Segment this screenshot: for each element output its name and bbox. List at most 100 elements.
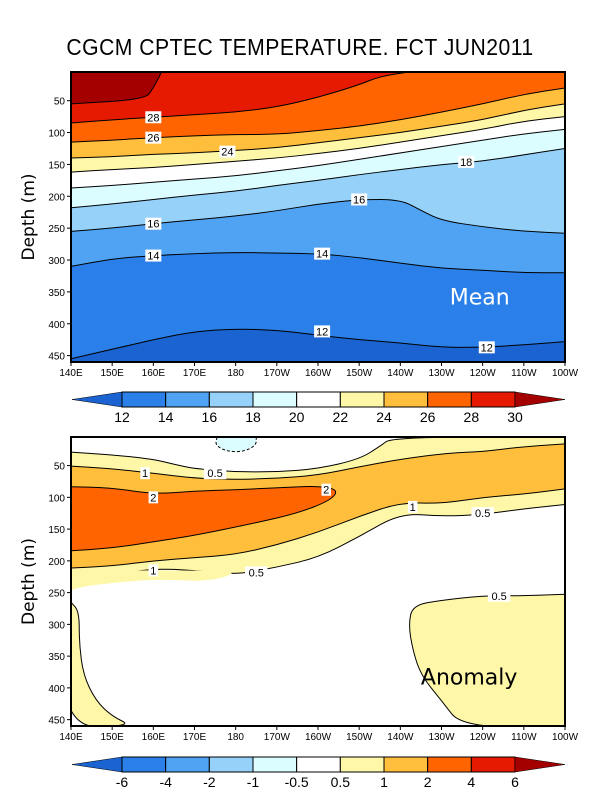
band-0.5-west-upper [71,570,232,591]
colorbar-label: 22 [333,409,349,425]
y-tick-label: 50 [54,97,66,108]
contour-label: 14 [314,247,331,261]
contour-label-bg [314,247,331,260]
contour-label-bg [145,217,162,230]
contour-label-bg [148,564,159,577]
colorbar-extend-high [514,756,566,773]
contour-label: 2 [321,483,331,497]
contour-label-text: 26 [147,133,159,145]
contour-label-text: 1 [150,565,156,577]
contour-label: 14 [145,249,162,263]
contour-label-bg [245,566,268,579]
contour-label-bg [148,491,159,504]
contour-line-22 [71,116,565,173]
colorbar-label: -4 [159,774,172,790]
band-above-30 [71,72,162,104]
y-tick-label: 350 [48,288,65,299]
contour-label-text: 24 [221,147,233,159]
contour-line-16 [71,198,565,234]
contour-label-bg [478,341,495,354]
y-tick-label: 150 [48,160,65,171]
x-tick-label: 150E [100,368,124,379]
y-tick-label: 100 [48,129,65,140]
colorbar-label: 1 [380,774,388,790]
contour-line-28 [71,72,409,124]
contour-label-bg [458,155,475,168]
contour-label-text: 0.5 [249,567,264,579]
contour-label-bg [351,193,368,206]
contour-label: 1 [407,500,418,514]
y-tick-label: 250 [48,589,65,600]
contour-label-bg [145,249,162,262]
colorbar-label: -6 [116,774,129,790]
contour-label-bg [407,500,418,513]
colorbar-box [383,391,429,408]
y-tick-label: 250 [48,224,65,235]
colorbar-box [383,756,429,773]
contour-label-text: 28 [147,112,159,124]
colorbar-box [427,391,472,408]
x-tick-label: 160E [142,732,166,743]
contour-label: 0.5 [203,467,227,480]
colorbar-box [339,391,385,408]
x-tick-label: 170E [183,368,207,379]
contour-label-bg [203,467,227,480]
x-tick-label: 180 [227,368,244,379]
colorbar-label: 4 [467,774,475,790]
contour-label: 12 [478,341,495,354]
contour-label-text: 2 [323,485,329,497]
y-tick-label: 400 [48,320,65,331]
colorbar-box [208,756,254,773]
contour-label: 28 [145,111,162,124]
colorbar-label: -2 [203,774,216,790]
contour-label: 24 [219,145,236,159]
colorbar-box [339,756,385,773]
contour-label-bg [321,483,331,496]
colorbar-extend-high [514,391,566,408]
colorbar-label: 6 [511,774,519,790]
contour-label-text: 12 [316,326,328,338]
colorbar-box [121,391,167,408]
band-0.5-east-deep [409,593,565,726]
contour-label-text: 18 [460,157,472,169]
y-axis-title: Depth (m) [19,538,39,625]
x-tick-label: 100W [552,732,579,743]
colorbar-label: 28 [464,409,480,425]
x-tick-label: 110W [511,368,537,379]
contour-label-text: 2 [150,492,156,504]
contour-label: 0.5 [487,589,511,603]
contour-label-text: 14 [147,251,159,263]
x-tick-label: 150W [346,732,373,743]
y-tick-label: 450 [48,716,65,727]
contour-label-text: 12 [481,342,493,354]
y-tick-label: 300 [48,256,65,267]
colorbar-box [470,391,516,408]
colorbar-label: 24 [376,409,392,425]
y-tick-label: 200 [48,557,65,568]
colorbar-box [296,756,341,773]
x-tick-label: 150W [346,368,373,379]
colorbar-box [165,391,210,408]
y-tick-label: 300 [48,620,65,631]
colorbar-box [427,756,472,773]
x-tick-label: 140E [59,732,83,743]
colorbar-extend-low [71,756,123,773]
x-tick-label: 160W [305,732,332,743]
colorbar-box [252,391,298,408]
y-tick-label: 50 [54,462,66,473]
colorbar-box [121,756,167,773]
x-tick-label: 120W [470,368,497,379]
y-tick-label: 100 [48,493,65,504]
contour-line-30 [71,72,163,105]
mean-panel: 28 26 24 18 16 16 14 14 12 12 Mean 140E 150E 160E 170E… [19,71,579,425]
contour-label-bg [140,467,150,480]
contour-label-text: 0.5 [491,591,506,603]
contour-label: 0.5 [471,507,494,520]
x-tick-label: 130W [428,732,455,743]
contour-label: 12 [314,325,331,338]
contour-label-text: 1 [410,502,416,514]
y-tick-label: 150 [48,525,65,536]
colorbar-label: 26 [420,409,436,425]
colorbar-label: -1 [247,774,260,790]
y-axis-title: Depth (m) [19,173,39,260]
